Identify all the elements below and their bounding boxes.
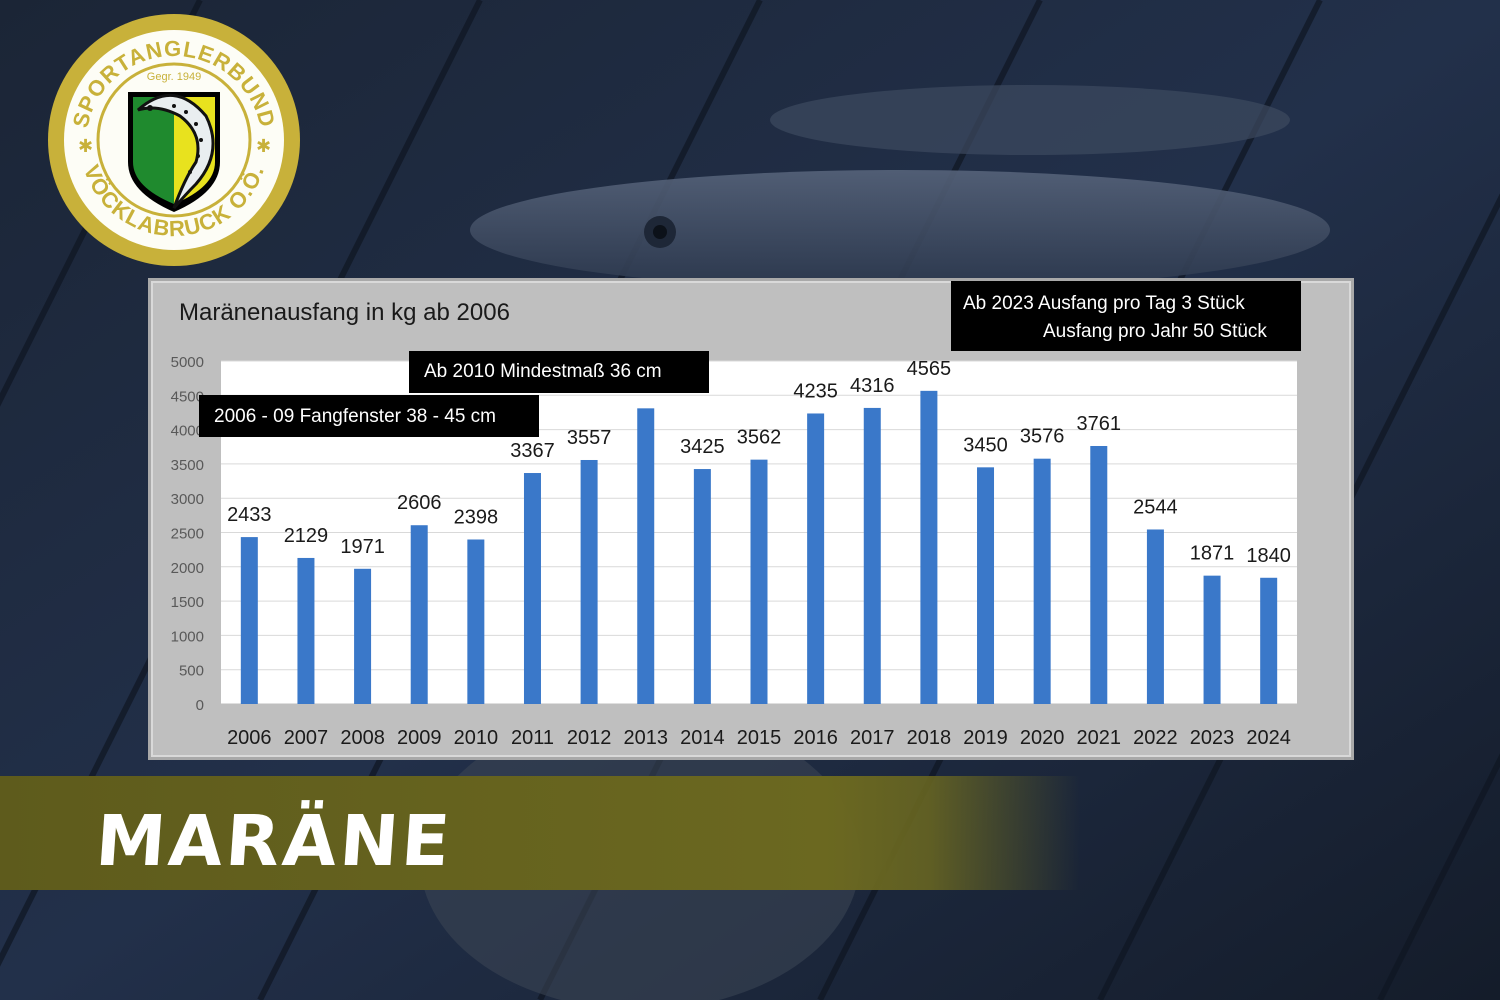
data-label-2024: 1840 <box>1246 545 1291 567</box>
data-label-2008: 1971 <box>340 536 385 558</box>
y-tick-label: 4500 <box>171 388 204 405</box>
x-tick-label: 2011 <box>511 727 554 749</box>
x-tick-label: 2014 <box>680 727 725 749</box>
bar-2011 <box>523 473 541 704</box>
y-tick-label: 4000 <box>171 423 204 440</box>
data-label-2007: 2129 <box>284 525 329 547</box>
svg-text:✱: ✱ <box>78 136 93 157</box>
data-label-2006: 2433 <box>227 504 272 526</box>
x-tick-label: 2015 <box>737 727 782 749</box>
banner-title: MARÄNE <box>93 800 456 882</box>
bar-2015 <box>750 459 768 704</box>
data-label-2016: 4235 <box>793 380 838 402</box>
data-label-2011: 3367 <box>510 440 555 462</box>
y-tick-label: 0 <box>196 697 204 714</box>
bar-2020 <box>1033 458 1051 704</box>
bar-2012 <box>580 459 598 704</box>
bar-chart: 0 500 1000 1500 2000 2500 3000 3500 4000 4500 5000… <box>171 354 1297 749</box>
x-tick-label: 2020 <box>1020 727 1065 749</box>
x-tick-label: 2008 <box>340 727 385 749</box>
y-tick-label: 2500 <box>171 526 204 543</box>
data-label-2015: 3562 <box>737 427 782 449</box>
bar-2010 <box>467 539 485 704</box>
annotation-minimum-size: Ab 2010 Mindestmaß 36 cm <box>409 351 709 393</box>
data-label-2014: 3425 <box>680 436 725 458</box>
x-tick-label: 2023 <box>1190 727 1235 749</box>
bar-2008 <box>354 568 372 704</box>
x-tick-label: 2019 <box>963 727 1008 749</box>
x-tick-label: 2021 <box>1077 727 1122 749</box>
data-label-2009: 2606 <box>397 492 442 514</box>
chart-title: Maränenausfang in kg ab 2006 <box>179 299 510 326</box>
bar-2013 <box>637 408 655 704</box>
bar-2014 <box>693 469 711 704</box>
x-tick-label: 2024 <box>1246 727 1291 749</box>
x-tick-label: 2012 <box>567 727 612 749</box>
annotation-catch-limit-line2: Ausfang pro Jahr 50 Stück <box>1043 321 1267 342</box>
y-tick-label: 5000 <box>171 354 204 371</box>
x-tick-label: 2013 <box>623 727 668 749</box>
bar-2022 <box>1146 529 1164 704</box>
data-label-2017: 4316 <box>850 375 895 397</box>
x-tick-label: 2009 <box>397 727 442 749</box>
y-tick-label: 3000 <box>171 491 204 508</box>
y-tick-label: 1000 <box>171 628 204 645</box>
data-label-2019: 3450 <box>963 434 1008 456</box>
annotation-catch-window: 2006 - 09 Fangfenster 38 - 45 cm <box>199 395 539 437</box>
x-tick-label: 2016 <box>793 727 838 749</box>
bar-2021 <box>1090 445 1108 704</box>
x-tick-label: 2007 <box>284 727 329 749</box>
data-label-2018: 4565 <box>907 358 952 380</box>
data-label-2020: 3576 <box>1020 426 1065 448</box>
y-tick-label: 1500 <box>171 594 204 611</box>
data-label-2012: 3557 <box>567 427 612 449</box>
x-tick-label: 2010 <box>454 727 499 749</box>
chart-panel: 0 500 1000 1500 2000 2500 3000 3500 4000 4500 5000… <box>148 278 1354 760</box>
data-label-2021: 3761 <box>1077 413 1122 435</box>
bar-2024 <box>1260 577 1278 704</box>
title-banner <box>0 776 1500 890</box>
bar-2016 <box>807 413 825 704</box>
logo-founded: Gegr. 1949 <box>147 71 201 83</box>
y-tick-label: 3500 <box>171 457 204 474</box>
bar-2018 <box>920 390 938 704</box>
y-tick-label: 2000 <box>171 560 204 577</box>
svg-text:✱: ✱ <box>256 136 271 157</box>
club-logo: SPORTANGLERBUND VÖCKLABRUCK O.Ö. Gegr. 1… <box>48 14 300 266</box>
annotation-catch-limit: Ab 2023 Ausfang pro Tag 3 Stück Ausfang … <box>951 281 1301 351</box>
data-label-2010: 2398 <box>454 506 499 528</box>
x-tick-label: 2022 <box>1133 727 1178 749</box>
bar-2023 <box>1203 575 1221 704</box>
x-tick-label: 2018 <box>907 727 952 749</box>
y-tick-label: 500 <box>179 663 204 680</box>
trout-icon <box>137 94 215 209</box>
bar-2007 <box>297 557 315 704</box>
data-label-2023: 1871 <box>1190 543 1235 565</box>
bar-2006 <box>240 537 258 704</box>
bar-2009 <box>410 525 428 704</box>
data-label-2022: 2544 <box>1133 496 1178 518</box>
x-tick-label: 2006 <box>227 727 272 749</box>
annotation-catch-limit-line1: Ab 2023 Ausfang pro Tag 3 Stück <box>963 293 1245 314</box>
bar-2019 <box>977 467 995 704</box>
bar-2017 <box>863 407 881 704</box>
x-tick-label: 2017 <box>850 727 895 749</box>
